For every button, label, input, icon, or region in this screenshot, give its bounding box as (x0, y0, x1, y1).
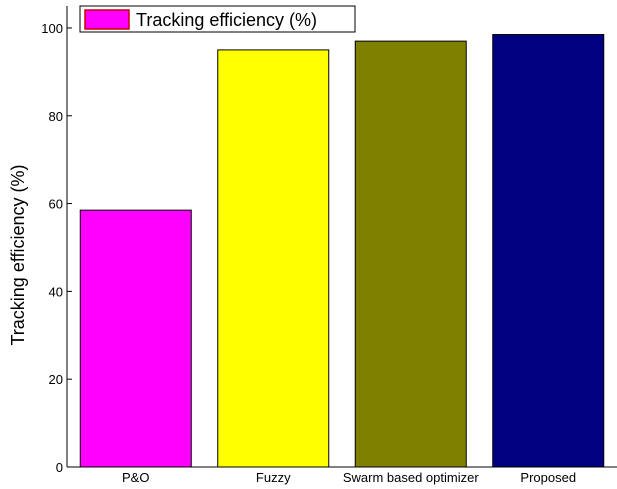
y-axis-title: Tracking efficiency (%) (8, 164, 28, 345)
legend-box (79, 5, 356, 33)
y-tick-label-1: 20 (49, 372, 63, 387)
legend-swatch (84, 9, 130, 30)
y-tick-label-4: 80 (49, 109, 63, 124)
legend-label: Tracking efficiency (%) (136, 10, 317, 30)
bar-3 (492, 34, 605, 468)
x-tick-label-2: Swarm based optimizer (343, 470, 479, 485)
x-tick-label-1: Fuzzy (256, 470, 291, 485)
x-tick-label-3: Proposed (520, 470, 576, 485)
axes-group: P&O Fuzzy Swarm based optimizer Proposed 0 20… (41, 6, 617, 485)
bars-group (79, 34, 605, 468)
chart-legend: Tracking efficiency (%) (79, 5, 356, 33)
y-tick-label-2: 40 (49, 284, 63, 299)
bar-0 (79, 209, 192, 468)
bar-1 (217, 49, 330, 468)
x-tick-label-0: P&O (122, 470, 149, 485)
y-tick-label-0: 0 (56, 460, 63, 475)
bar-2 (354, 40, 467, 468)
y-tick-label-5: 100 (41, 21, 63, 36)
y-tick-label-3: 60 (49, 197, 63, 212)
